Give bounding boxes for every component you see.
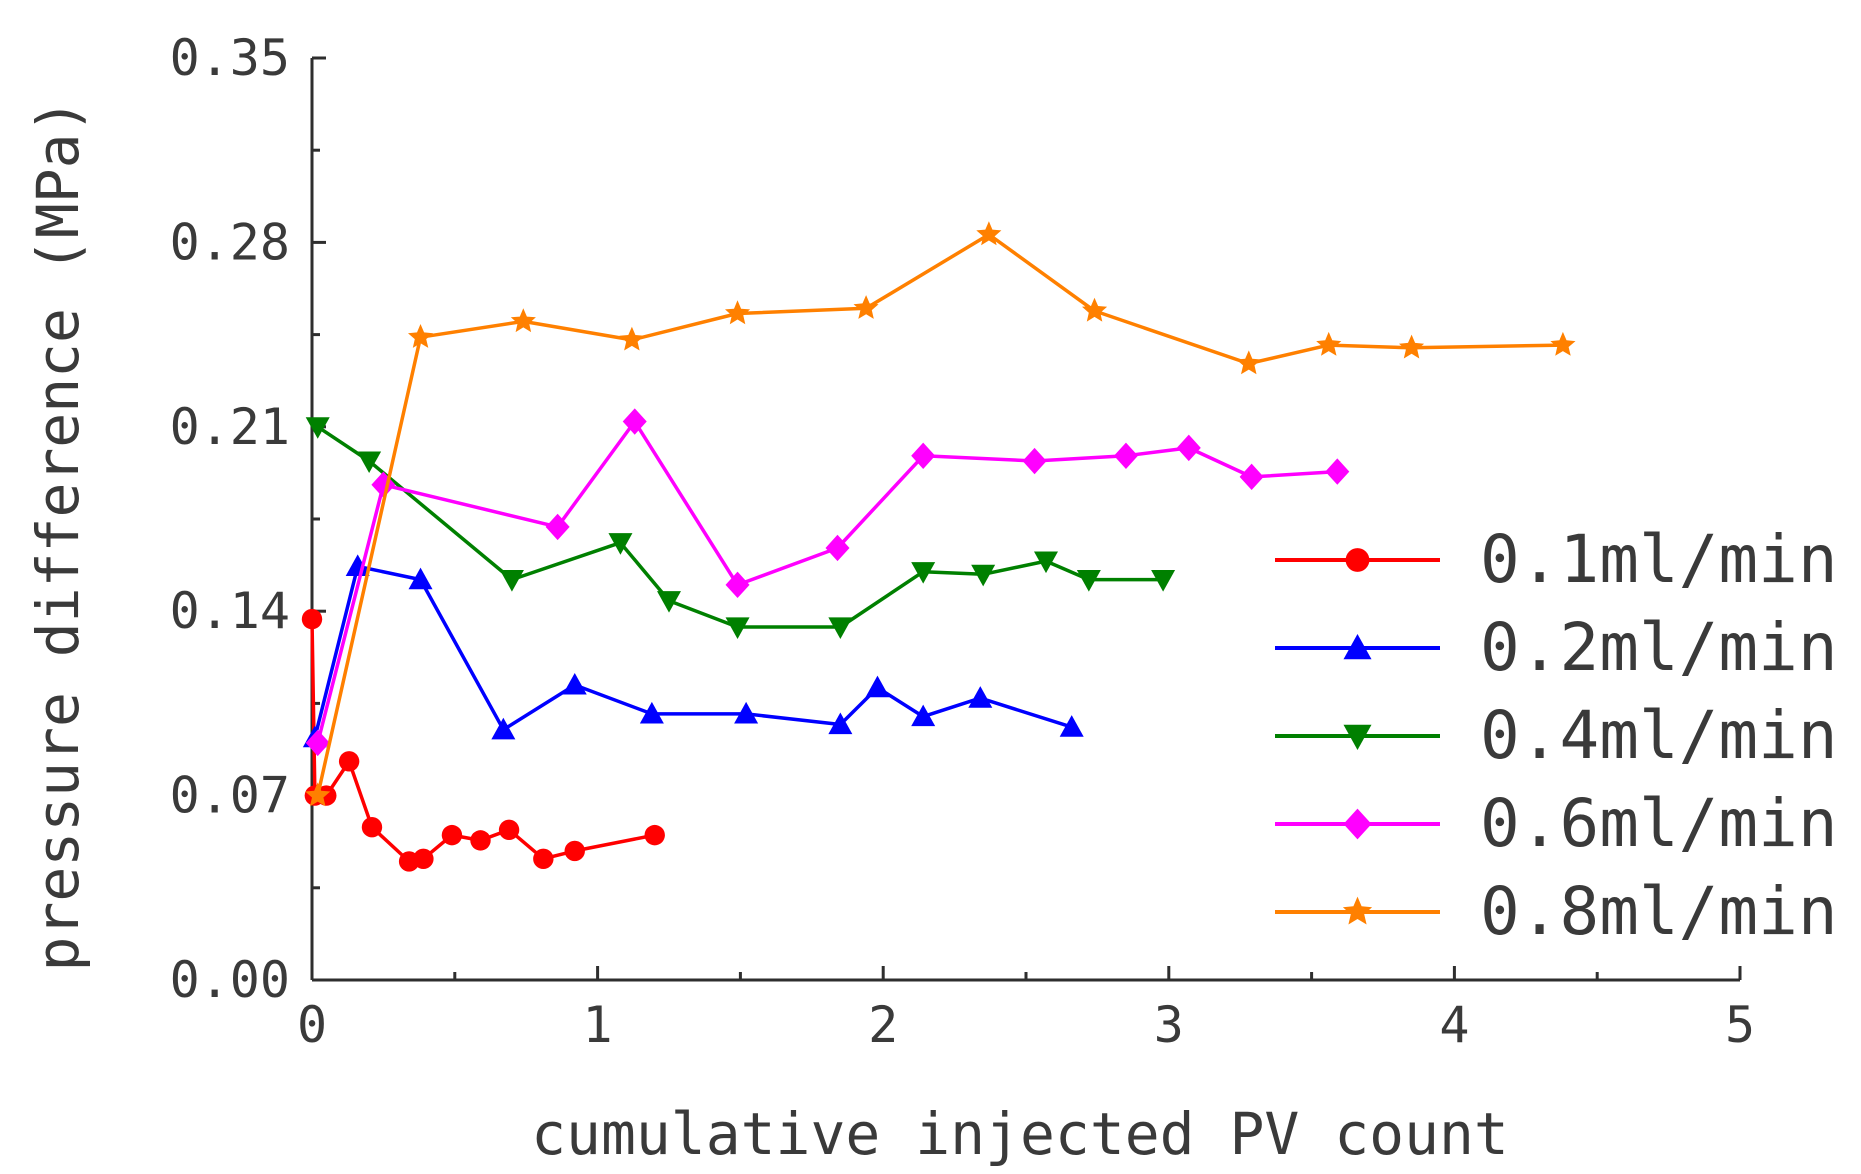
data-point [1033, 551, 1058, 574]
x-axis-title: cumulative injected PV count [531, 1100, 1509, 1168]
data-point [357, 451, 382, 474]
data-point [338, 751, 360, 772]
series-line [316, 419, 1338, 744]
data-point [498, 819, 520, 841]
data-point [441, 824, 463, 846]
data-point [408, 567, 433, 590]
data-point [491, 717, 516, 740]
data-point [725, 571, 750, 599]
data-point [1059, 715, 1084, 737]
data-point [622, 408, 647, 435]
y-axis-title: pressure difference (MPa) [24, 99, 92, 972]
legend-label: 0.8ml/min [1480, 873, 1838, 950]
legend-item: 0.4ml/min [1275, 697, 1838, 774]
data-point [305, 729, 330, 757]
data-point [619, 326, 645, 351]
data-point [1316, 331, 1342, 356]
legend-swatch-marker [1343, 634, 1372, 660]
x-tick-label: 4 [1439, 996, 1469, 1054]
data-point [968, 686, 993, 708]
y-tick-label: 0.35 [170, 29, 290, 87]
data-point [1151, 569, 1176, 592]
data-point [825, 534, 850, 562]
data-point [1325, 458, 1350, 485]
data-point [1022, 447, 1047, 475]
series-line [315, 232, 1563, 796]
legend-label: 0.4ml/min [1480, 697, 1838, 774]
data-point [734, 701, 759, 724]
data-point [361, 817, 383, 838]
data-point [564, 840, 585, 862]
data-point [533, 848, 554, 870]
data-point [911, 442, 936, 469]
legend-label: 0.6ml/min [1480, 785, 1838, 862]
data-point [1076, 569, 1101, 592]
data-point [865, 675, 890, 698]
legend-swatch-marker [1342, 896, 1373, 925]
data-point [828, 617, 853, 640]
y-tick-label: 0.14 [170, 582, 290, 640]
data-point [305, 782, 331, 807]
data-point [1550, 331, 1576, 356]
data-point [1399, 334, 1425, 359]
y-tick-label: 0.21 [170, 398, 290, 456]
data-point [1113, 442, 1138, 469]
legend-swatch-marker [1343, 724, 1372, 750]
y-tick-label: 0.00 [170, 951, 290, 1009]
data-point [911, 704, 936, 727]
series-0.2ml/min [302, 554, 1084, 748]
data-point [371, 471, 396, 498]
axes: 0.00 0.07 0.14 0.21 0.28 0.35 0 1 2 3 4 5 [170, 29, 1755, 1054]
data-point [639, 701, 664, 724]
x-tick-label: 5 [1725, 996, 1755, 1054]
data-point [911, 562, 936, 584]
data-point [657, 591, 681, 613]
data-point [725, 617, 750, 640]
data-point [1176, 434, 1201, 462]
legend: 0.1ml/min 0.2ml/min 0.4ml/min 0.6ml/min 0.8m… [1275, 521, 1838, 950]
legend-label: 0.1ml/min [1480, 521, 1838, 598]
data-point [562, 672, 587, 695]
legend-item: 0.6ml/min [1275, 785, 1838, 862]
data-point [305, 417, 330, 439]
legend-item: 0.1ml/min [1275, 521, 1838, 598]
data-point [510, 308, 536, 333]
x-tick-label: 0 [297, 996, 327, 1054]
data-point [608, 533, 633, 555]
x-tick-label: 1 [583, 996, 613, 1054]
legend-item: 0.2ml/min [1275, 609, 1838, 686]
data-point [1236, 350, 1262, 375]
data-point [853, 295, 879, 319]
data-point [470, 830, 491, 851]
y-tick-label: 0.28 [170, 213, 290, 271]
data-point [345, 554, 370, 577]
data-point [971, 564, 996, 587]
data-point [408, 324, 434, 348]
data-point [828, 712, 853, 735]
data-point [1239, 463, 1264, 491]
series-0.4ml/min [305, 417, 1176, 640]
series-0.6ml/min [305, 408, 1350, 757]
x-tick-label: 2 [868, 996, 898, 1054]
series-line [313, 564, 1073, 739]
legend-item: 0.8ml/min [1275, 873, 1838, 950]
series-0.1ml/min [301, 608, 665, 872]
x-tick-label: 3 [1154, 996, 1184, 1054]
data-point [301, 608, 323, 630]
data-point [644, 824, 665, 846]
legend-swatch-marker [1343, 808, 1372, 840]
data-point [1082, 297, 1108, 322]
data-point [413, 848, 434, 870]
data-point [545, 513, 570, 541]
data-point [976, 221, 1002, 246]
series-line [316, 425, 1164, 629]
legend-swatch-marker [1345, 548, 1370, 572]
series-layer [301, 221, 1576, 872]
data-point [499, 569, 524, 592]
data-point [725, 300, 751, 325]
y-tick-label: 0.07 [170, 767, 290, 825]
legend-label: 0.2ml/min [1480, 609, 1838, 686]
series-0.8ml/min [305, 221, 1576, 807]
